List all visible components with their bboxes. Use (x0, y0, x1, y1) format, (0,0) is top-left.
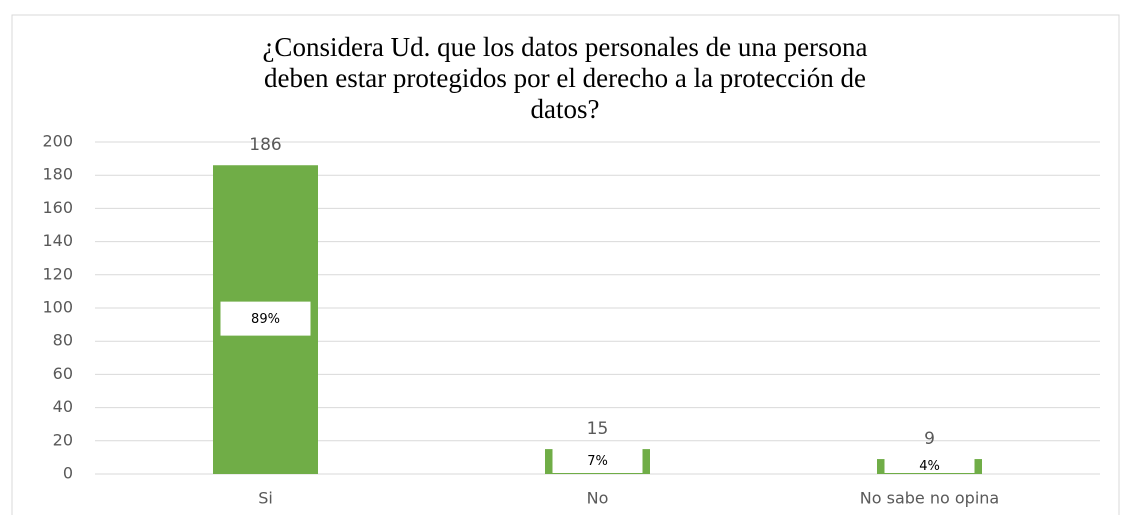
chart-title: deben estar protegidos por el derecho a … (264, 63, 866, 93)
y-tick-label: 60 (53, 364, 73, 383)
y-tick-label: 200 (42, 132, 73, 151)
value-label: 9 (924, 429, 935, 449)
y-tick-label: 100 (42, 298, 73, 317)
percent-label-box (220, 301, 311, 336)
chart-title: datos? (531, 94, 600, 124)
x-tick-label: No (587, 489, 609, 508)
y-tick-label: 120 (42, 264, 73, 283)
value-label: 186 (249, 135, 281, 155)
x-tick-label: Si (258, 489, 273, 508)
y-tick-label: 80 (53, 331, 73, 350)
percent-label: 89% (251, 312, 280, 327)
percent-label: 7% (587, 454, 608, 469)
x-tick-label: No sabe no opina (860, 489, 999, 508)
y-tick-label: 40 (53, 397, 73, 416)
y-tick-label: 20 (53, 430, 73, 449)
percent-label-box (884, 458, 975, 473)
chart-frame (11, 14, 1120, 515)
y-tick-label: 140 (42, 231, 73, 250)
value-label: 15 (587, 419, 609, 439)
percent-label-box (552, 448, 643, 473)
y-tick-label: 0 (63, 464, 73, 483)
y-tick-label: 180 (42, 165, 73, 184)
chart-title: ¿Considera Ud. que los datos personales … (262, 32, 867, 62)
y-tick-label: 160 (42, 198, 73, 217)
percent-label: 4% (919, 459, 940, 474)
